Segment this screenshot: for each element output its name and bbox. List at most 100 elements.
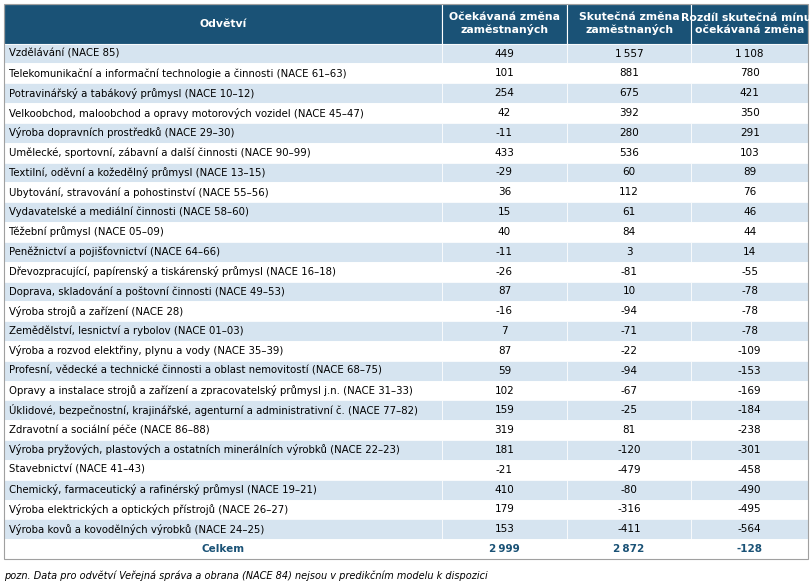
Text: 410: 410: [494, 485, 513, 495]
Bar: [442, 103, 566, 123]
Text: -184: -184: [737, 406, 761, 416]
Bar: [691, 519, 807, 539]
Bar: [442, 361, 566, 380]
Bar: [442, 500, 566, 519]
Text: 1 557: 1 557: [614, 49, 642, 59]
Text: -78: -78: [740, 286, 757, 296]
Bar: [566, 301, 691, 321]
Bar: [691, 500, 807, 519]
Text: 3: 3: [625, 247, 632, 257]
Text: Výroba dopravních prostředků (NACE 29–30): Výroba dopravních prostředků (NACE 29–30…: [9, 127, 234, 139]
Bar: [4, 242, 442, 262]
Bar: [442, 380, 566, 400]
Bar: [691, 480, 807, 500]
Text: Úklidové, bezpečnostní, krajinářské, agenturní a administrativní č. (NACE 77–82): Úklidové, bezpečnostní, krajinářské, age…: [9, 404, 418, 416]
Text: -29: -29: [496, 167, 513, 177]
Text: 153: 153: [494, 524, 514, 534]
Bar: [566, 83, 691, 103]
Text: -153: -153: [737, 366, 761, 376]
Bar: [4, 400, 442, 420]
Text: -490: -490: [737, 485, 761, 495]
Bar: [566, 420, 691, 440]
Text: Odvětví: Odvětví: [200, 19, 247, 29]
Text: -238: -238: [737, 425, 761, 435]
Bar: [4, 143, 442, 163]
Bar: [691, 380, 807, 400]
Bar: [566, 380, 691, 400]
Bar: [566, 163, 691, 183]
Bar: [566, 282, 691, 301]
Bar: [4, 440, 442, 460]
Bar: [442, 321, 566, 341]
Bar: [4, 361, 442, 380]
Text: 181: 181: [494, 445, 514, 455]
Bar: [691, 440, 807, 460]
Text: Potravinářský a tabákový průmysl (NACE 10–12): Potravinářský a tabákový průmysl (NACE 1…: [9, 87, 254, 99]
Text: -120: -120: [616, 445, 640, 455]
Text: -78: -78: [740, 326, 757, 336]
Bar: [691, 202, 807, 222]
Bar: [4, 202, 442, 222]
Text: 350: 350: [739, 108, 758, 118]
Bar: [566, 63, 691, 83]
Text: 1 108: 1 108: [735, 49, 763, 59]
Bar: [442, 460, 566, 480]
Text: 44: 44: [742, 227, 755, 237]
Bar: [442, 63, 566, 83]
Bar: [442, 519, 566, 539]
Bar: [4, 301, 442, 321]
Text: Stavebnictví (NACE 41–43): Stavebnictví (NACE 41–43): [9, 465, 145, 475]
Bar: [4, 43, 442, 63]
Bar: [566, 103, 691, 123]
Text: Profesní, vědecké a technické činnosti a oblast nemovitostí (NACE 68–75): Profesní, vědecké a technické činnosti a…: [9, 366, 381, 376]
Text: 84: 84: [622, 227, 635, 237]
Text: 449: 449: [494, 49, 514, 59]
Text: Vzdělávání (NACE 85): Vzdělávání (NACE 85): [9, 49, 119, 59]
Text: Doprava, skladování a poštovní činnosti (NACE 49–53): Doprava, skladování a poštovní činnosti …: [9, 286, 285, 296]
Text: 101: 101: [494, 68, 513, 79]
Bar: [566, 341, 691, 361]
Bar: [442, 163, 566, 183]
Bar: [566, 500, 691, 519]
Text: -22: -22: [620, 346, 637, 356]
Bar: [4, 4, 442, 43]
Bar: [566, 440, 691, 460]
Text: Ubytování, stravování a pohostinství (NACE 55–56): Ubytování, stravování a pohostinství (NA…: [9, 187, 268, 198]
Text: 254: 254: [494, 88, 514, 98]
Bar: [442, 222, 566, 242]
Text: 319: 319: [494, 425, 514, 435]
Bar: [442, 123, 566, 143]
Text: Chemický, farmaceutický a rafinérský průmysl (NACE 19–21): Chemický, farmaceutický a rafinérský prů…: [9, 484, 316, 495]
Bar: [691, 361, 807, 380]
Text: 159: 159: [494, 406, 514, 416]
Bar: [4, 420, 442, 440]
Text: 2 999: 2 999: [488, 544, 519, 554]
Text: -80: -80: [620, 485, 637, 495]
Text: 780: 780: [739, 68, 758, 79]
Text: 433: 433: [494, 148, 514, 158]
Bar: [691, 282, 807, 301]
Text: 536: 536: [619, 148, 638, 158]
Text: 112: 112: [619, 187, 638, 197]
Text: 87: 87: [497, 286, 510, 296]
Text: Výroba kovů a kovodělných výrobků (NACE 24–25): Výroba kovů a kovodělných výrobků (NACE …: [9, 524, 264, 535]
Bar: [691, 63, 807, 83]
Text: Výroba strojů a zařízení (NACE 28): Výroba strojů a zařízení (NACE 28): [9, 306, 183, 317]
Text: 291: 291: [739, 128, 759, 138]
Bar: [442, 83, 566, 103]
Bar: [442, 262, 566, 282]
Text: Výroba pryžových, plastových a ostatních minerálních výrobků (NACE 22–23): Výroba pryžových, plastových a ostatních…: [9, 444, 399, 456]
Bar: [4, 83, 442, 103]
Bar: [566, 519, 691, 539]
Bar: [442, 400, 566, 420]
Text: Dřevozpracující, papírenský a tiskárenský průmysl (NACE 16–18): Dřevozpracující, papírenský a tiskárensk…: [9, 266, 336, 277]
Text: 421: 421: [739, 88, 759, 98]
Bar: [566, 43, 691, 63]
Text: 46: 46: [742, 207, 755, 217]
Bar: [442, 341, 566, 361]
Text: 89: 89: [742, 167, 755, 177]
Bar: [442, 4, 566, 43]
Text: Telekomunikační a informační technologie a činnosti (NACE 61–63): Telekomunikační a informační technologie…: [9, 68, 346, 79]
Text: -55: -55: [740, 266, 757, 276]
Text: -128: -128: [736, 544, 762, 554]
